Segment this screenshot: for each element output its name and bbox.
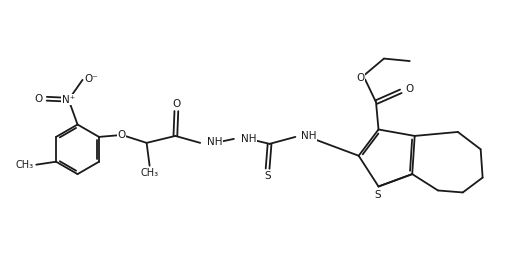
Text: O: O xyxy=(34,94,43,104)
Text: N⁺: N⁺ xyxy=(62,95,75,105)
Text: O: O xyxy=(406,84,414,94)
Text: O: O xyxy=(172,99,181,109)
Text: O⁻: O⁻ xyxy=(85,74,98,84)
Text: NH: NH xyxy=(301,131,317,141)
Text: NH: NH xyxy=(241,134,256,144)
Text: CH₃: CH₃ xyxy=(140,168,159,178)
Text: O: O xyxy=(356,73,364,83)
Text: O: O xyxy=(117,130,126,140)
Text: S: S xyxy=(264,171,271,181)
Text: S: S xyxy=(374,190,381,200)
Text: CH₃: CH₃ xyxy=(15,160,33,170)
Text: NH: NH xyxy=(207,137,222,147)
